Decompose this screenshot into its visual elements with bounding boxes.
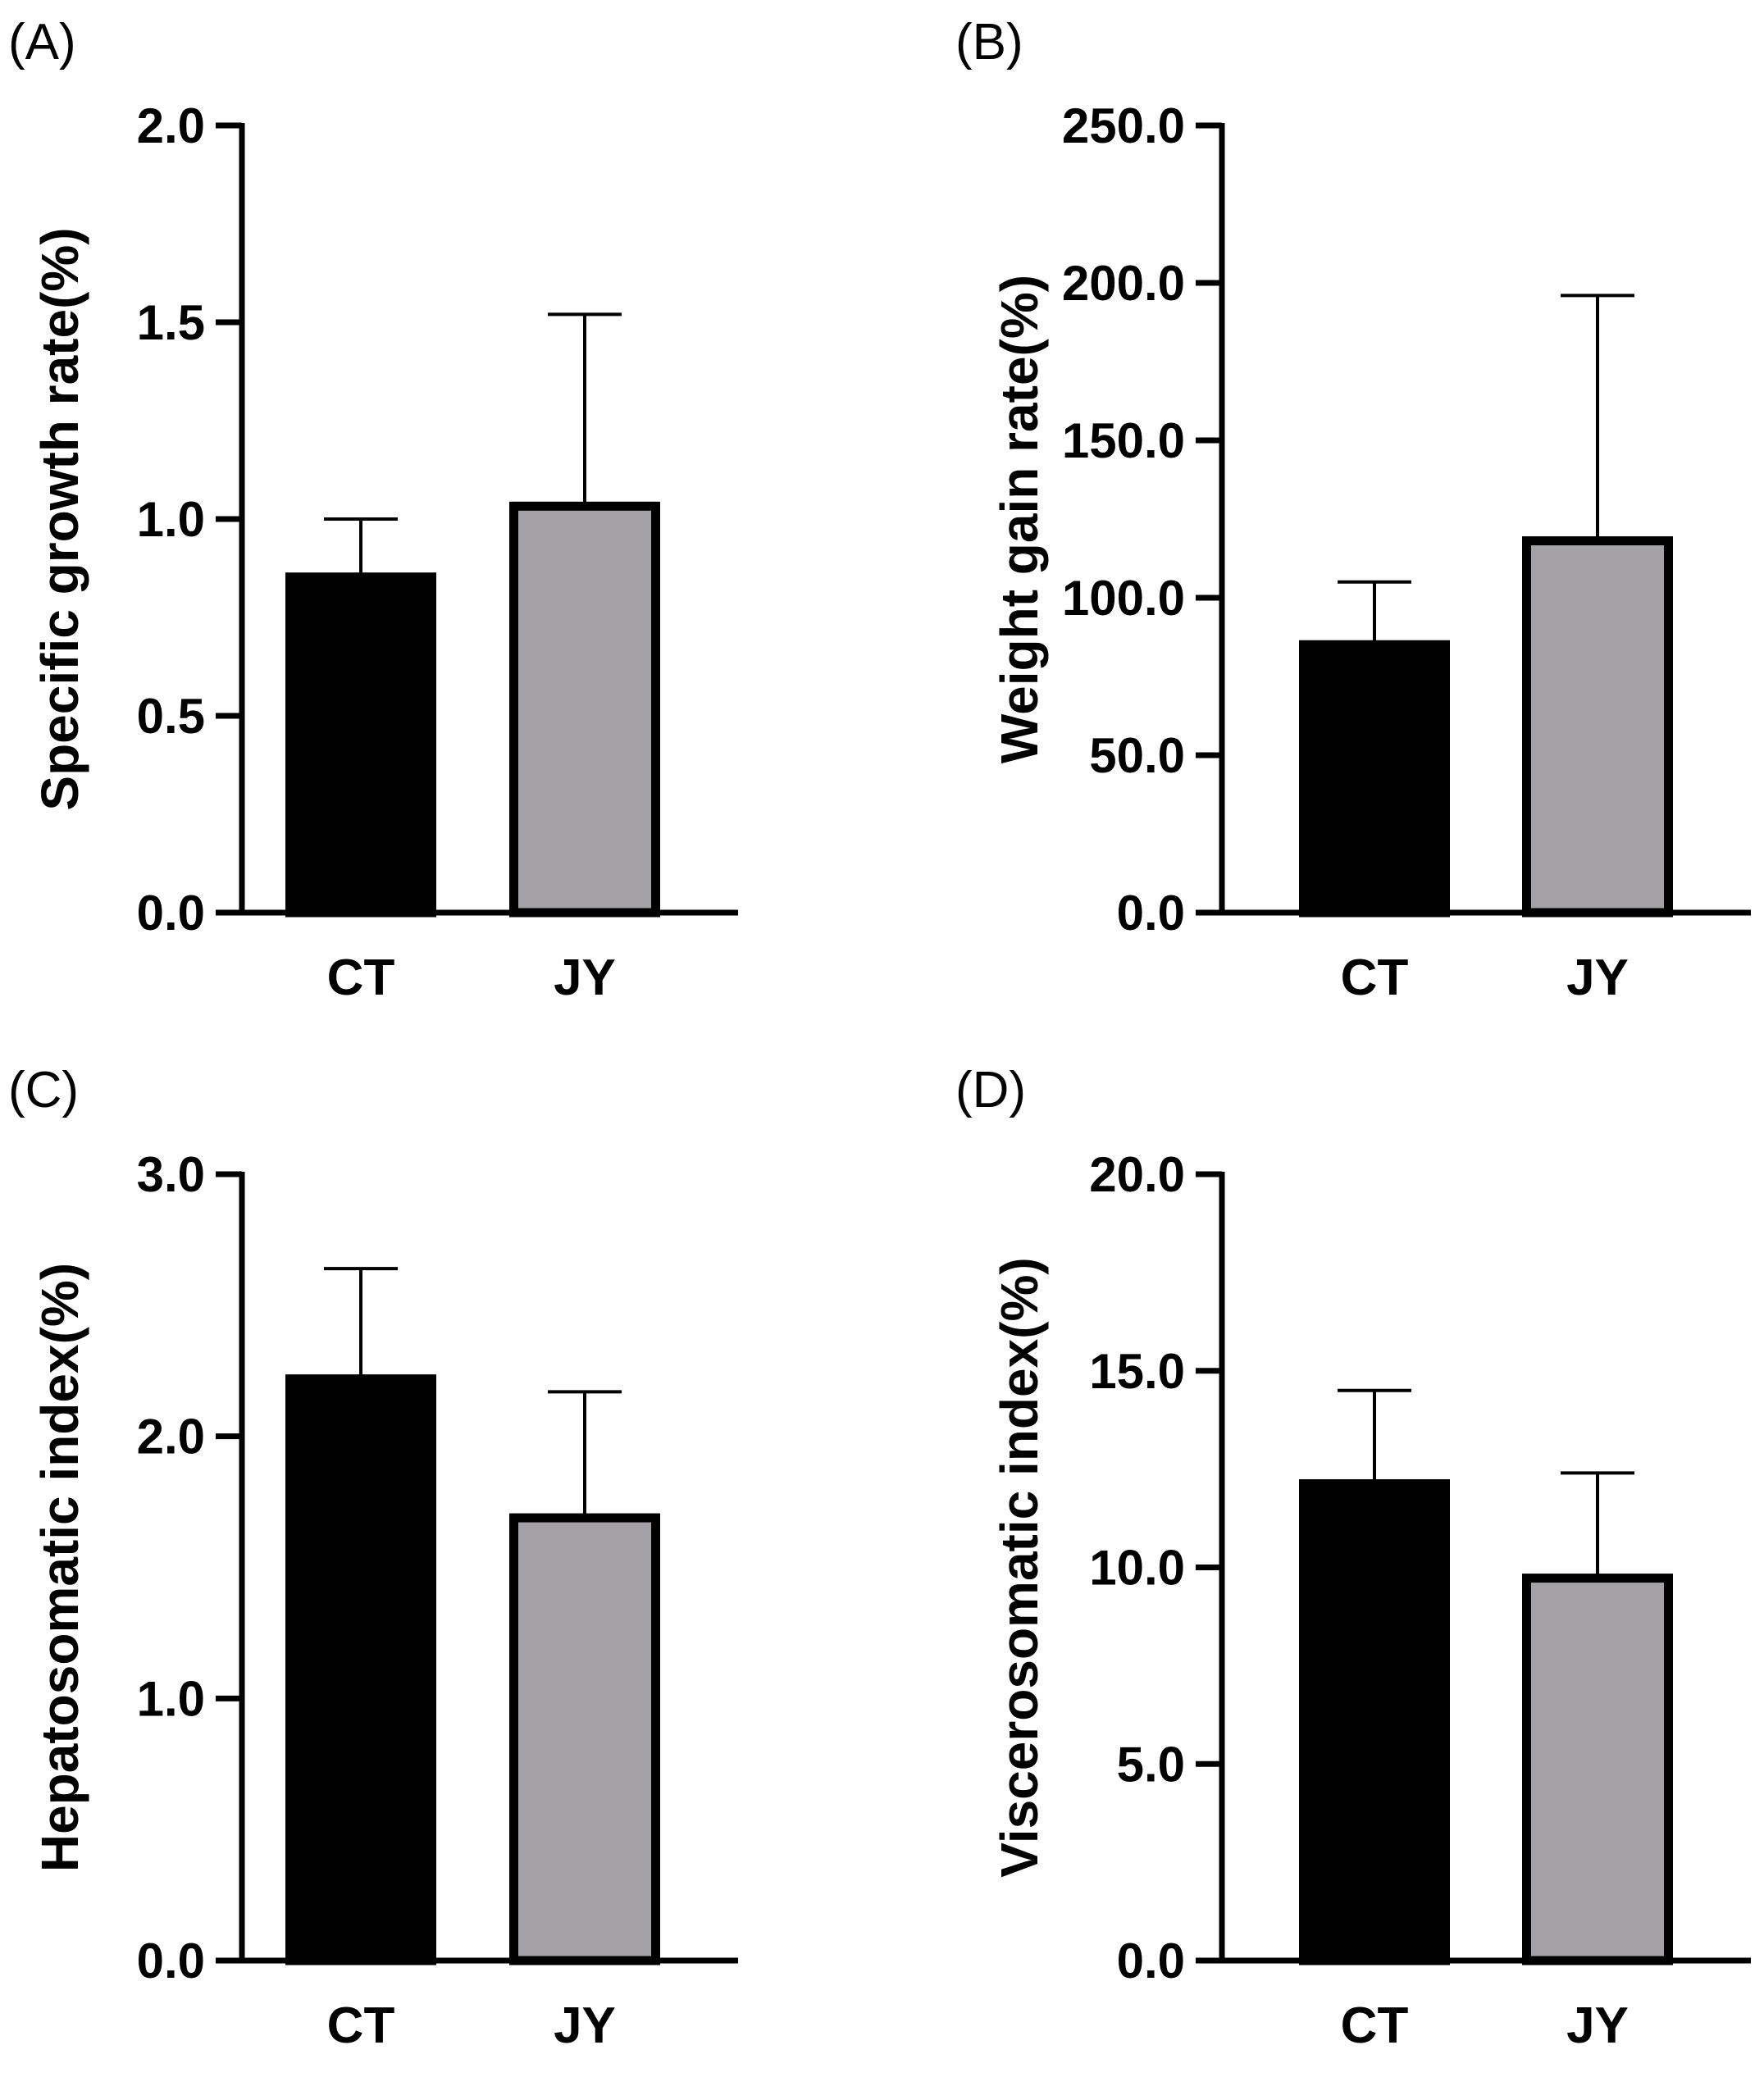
panel-a-y-tick-label: 0.0	[137, 886, 205, 941]
panel-d-y-tick-label: 15.0	[1089, 1344, 1185, 1399]
panel-c-y-tick-label: 1.0	[137, 1671, 205, 1726]
panel-d-y-tick-label: 20.0	[1089, 1147, 1185, 1202]
panel-b-y-tick-label: 100.0	[1062, 571, 1185, 626]
panel-b: (B) Weight gain rate(%) CT JY 0.0 50.0 100.0 15…	[955, 14, 1751, 1006]
panel-d-x-tick-label-ct: CT	[1341, 1997, 1409, 2054]
panel-d-y-tick-label: 10.0	[1089, 1541, 1185, 1596]
panel-b-bar-ct	[1299, 640, 1450, 918]
panel-d-bar-jy	[1522, 1574, 1673, 1965]
panel-a-x-tick-label-jy: JY	[554, 950, 616, 1006]
panel-a-bar-jy	[509, 501, 660, 918]
panel-a-y-tick-label: 1.0	[137, 492, 205, 547]
panel-d-y-tick-label: 0.0	[1117, 1934, 1185, 1988]
panel-d-y-axis-title: Viscerosomatic index(%)	[990, 1257, 1049, 1877]
panel-d: (D) Viscerosomatic index(%) CT JY 0.0 5.0 10.0…	[955, 1062, 1751, 2054]
panel-d-bar-ct	[1299, 1479, 1450, 1965]
panel-a-bar-ct	[285, 572, 436, 918]
panel-a-y-tick-label: 0.5	[137, 689, 205, 744]
panel-d-y-tick-label: 5.0	[1117, 1737, 1185, 1792]
panel-d-label: (D)	[955, 1062, 1026, 1118]
panel-c-y-axis-title: Hepatosomatic index(%)	[30, 1263, 89, 1872]
panel-c-x-tick-label-jy: JY	[554, 1997, 616, 2054]
panel-b-y-tick-label: 250.0	[1062, 98, 1185, 153]
panel-b-y-tick-label: 50.0	[1089, 728, 1185, 783]
panel-c-y-tick-label: 0.0	[137, 1934, 205, 1988]
panel-b-y-tick-label: 150.0	[1062, 413, 1185, 468]
panel-c-label: (C)	[8, 1062, 79, 1118]
panel-b-x-tick-label-ct: CT	[1341, 950, 1409, 1006]
panel-d-x-tick-label-jy: JY	[1566, 1997, 1629, 2054]
panel-a: (A) Specific growth rate(%) CT JY 0.0 0.5 1.0 1…	[8, 14, 738, 1006]
panel-b-bar-jy	[1522, 536, 1673, 918]
panel-b-label: (B)	[955, 14, 1023, 71]
panel-c-y-tick-label: 2.0	[137, 1410, 205, 1464]
panel-a-label: (A)	[8, 14, 76, 71]
panel-c: (C) Hepatosomatic index(%) CT JY 0.0 1.0 2.0 3.…	[8, 1062, 738, 2054]
panel-a-y-tick-label: 1.5	[137, 295, 205, 350]
panel-b-x-tick-label-jy: JY	[1566, 950, 1629, 1006]
panel-a-y-axis-title: Specific growth rate(%)	[30, 227, 89, 810]
panel-b-y-tick-label: 0.0	[1117, 886, 1185, 941]
panel-b-y-axis-title: Weight gain rate(%)	[990, 275, 1049, 763]
panel-c-bar-ct	[285, 1374, 436, 1965]
panel-a-y-tick-label: 2.0	[137, 98, 205, 153]
panel-c-bar-jy	[509, 1513, 660, 1965]
panel-c-y-tick-label: 3.0	[137, 1147, 205, 1202]
panel-c-x-tick-label-ct: CT	[327, 1997, 395, 2054]
panel-b-y-tick-label: 200.0	[1062, 256, 1185, 311]
panel-a-x-tick-label-ct: CT	[327, 950, 395, 1006]
